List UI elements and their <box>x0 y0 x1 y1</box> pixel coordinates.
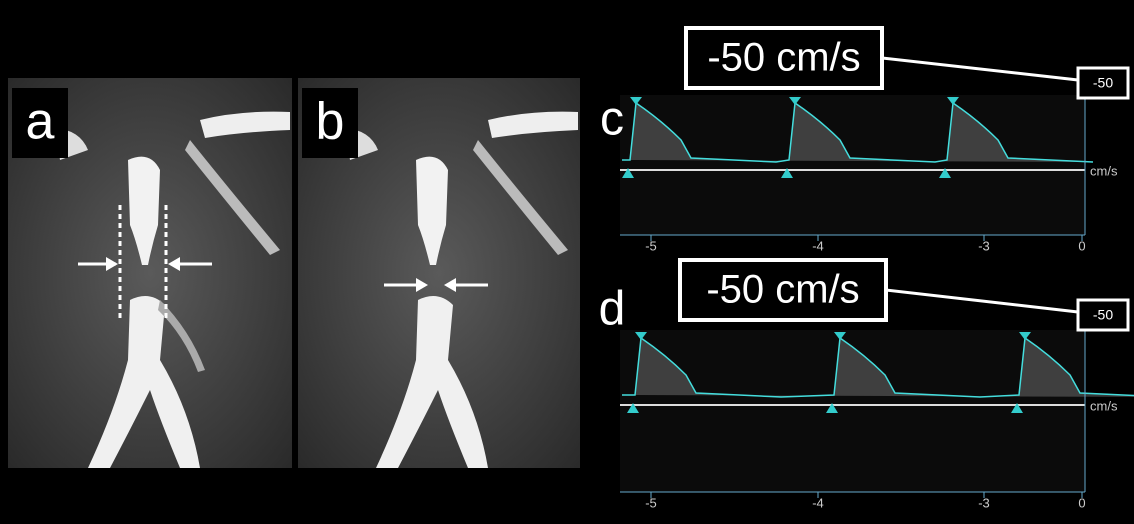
panel-label: a <box>26 93 55 151</box>
figure: a b -5 -4 -3 0 cm/s c -50 cm/s -50 -5 -4 -3 0 cm/s d -… <box>0 0 1134 524</box>
panel-label: b <box>316 93 345 151</box>
x-tick-label: -3 <box>978 495 990 510</box>
unit-label: cm/s <box>1090 398 1118 413</box>
x-tick-label: -5 <box>645 495 657 510</box>
x-tick-label: -3 <box>978 238 990 253</box>
x-tick-label: -4 <box>812 238 824 253</box>
x-tick-label: -5 <box>645 238 657 253</box>
callout-text: -50 cm/s <box>706 268 859 312</box>
spectrum-area <box>620 95 1085 235</box>
scale-label: -50 <box>1093 307 1113 323</box>
unit-label: cm/s <box>1090 163 1118 178</box>
panel-label: d <box>599 283 626 336</box>
scale-label: -50 <box>1093 75 1113 91</box>
ct-panel-b: b <box>298 78 580 468</box>
x-tick-label: -4 <box>812 495 824 510</box>
x-tick-label: 0 <box>1078 238 1085 253</box>
callout-text: -50 cm/s <box>707 36 860 80</box>
panel-label: c <box>600 93 624 146</box>
ct-panel-a: a <box>8 78 292 468</box>
x-tick-label: 0 <box>1078 495 1085 510</box>
